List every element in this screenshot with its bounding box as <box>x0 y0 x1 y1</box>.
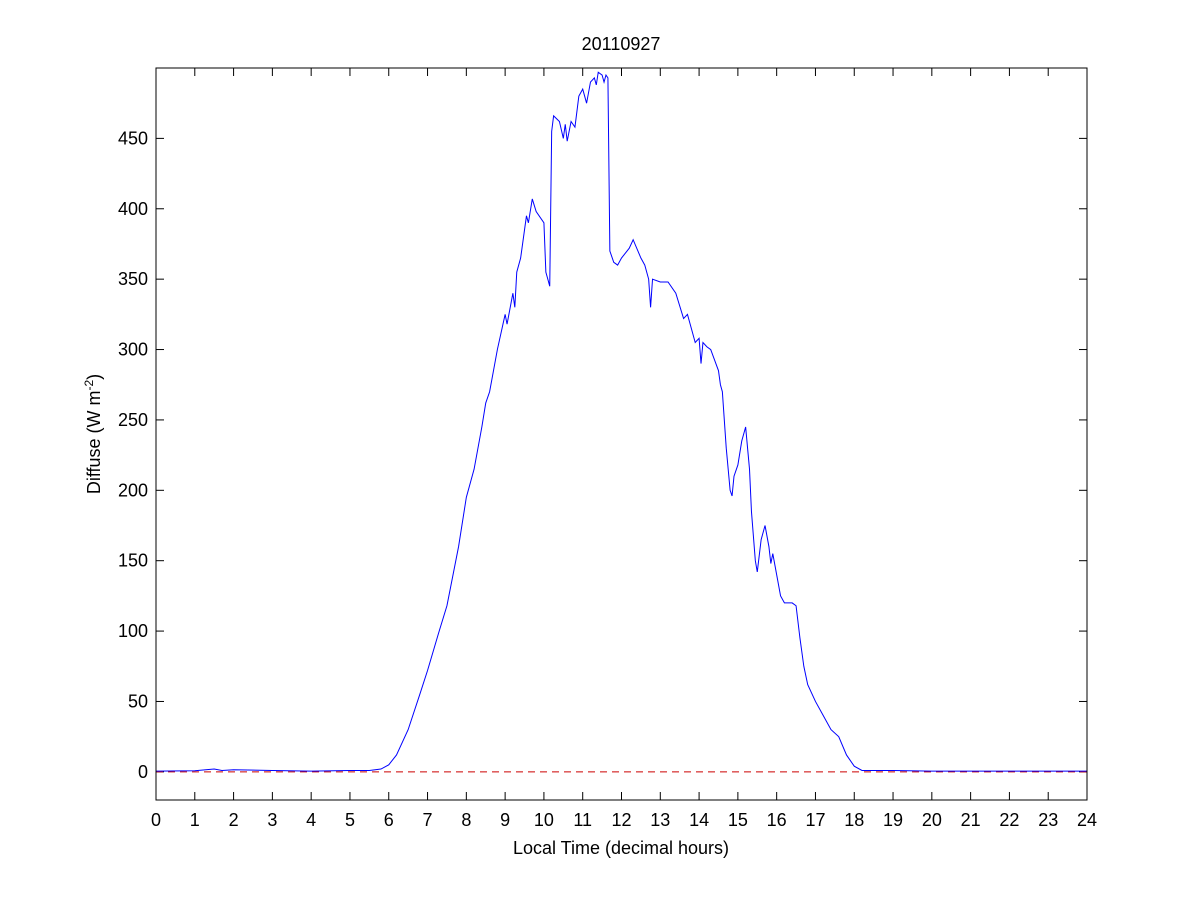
x-tick-label: 6 <box>384 810 394 830</box>
y-axis-label-superscript: -2 <box>82 379 96 390</box>
x-axis-label: Local Time (decimal hours) <box>513 838 729 858</box>
y-tick-label: 400 <box>118 199 148 219</box>
y-tick-label: 450 <box>118 128 148 148</box>
x-tick-label: 7 <box>423 810 433 830</box>
x-tick-label: 18 <box>844 810 864 830</box>
x-tick-label: 22 <box>999 810 1019 830</box>
x-tick-label: 21 <box>961 810 981 830</box>
y-tick-label: 50 <box>128 691 148 711</box>
x-tick-label: 3 <box>267 810 277 830</box>
x-tick-label: 24 <box>1077 810 1097 830</box>
x-tick-label: 4 <box>306 810 316 830</box>
y-tick-label: 100 <box>118 621 148 641</box>
y-tick-label: 300 <box>118 340 148 360</box>
x-tick-label: 2 <box>229 810 239 830</box>
x-tick-label: 10 <box>534 810 554 830</box>
x-tick-label: 14 <box>689 810 709 830</box>
x-tick-label: 20 <box>922 810 942 830</box>
x-tick-label: 12 <box>611 810 631 830</box>
y-axis-label-text: Diffuse (W m <box>84 390 104 494</box>
y-tick-label: 150 <box>118 551 148 571</box>
x-tick-label: 5 <box>345 810 355 830</box>
y-tick-label: 200 <box>118 480 148 500</box>
y-tick-label: 350 <box>118 269 148 289</box>
x-tick-label: 15 <box>728 810 748 830</box>
chart-title: 20110927 <box>582 34 661 54</box>
data-line <box>155 71 1087 772</box>
x-tick-label: 11 <box>573 810 592 830</box>
y-axis-label: Diffuse (W m-2) <box>82 374 104 494</box>
x-tick-label: 13 <box>650 810 670 830</box>
x-tick-label: 16 <box>767 810 787 830</box>
x-tick-label: 9 <box>500 810 510 830</box>
y-axis-label-suffix: ) <box>84 374 104 380</box>
x-tick-label: 1 <box>190 810 200 830</box>
y-tick-label: 250 <box>118 410 148 430</box>
axes-box <box>155 67 1088 801</box>
y-tick-label: 0 <box>138 762 148 782</box>
x-tick-label: 23 <box>1038 810 1058 830</box>
x-tick-label: 0 <box>151 810 161 830</box>
x-tick-label: 19 <box>883 810 903 830</box>
x-tick-label: 8 <box>461 810 471 830</box>
x-tick-label: 17 <box>805 810 825 830</box>
